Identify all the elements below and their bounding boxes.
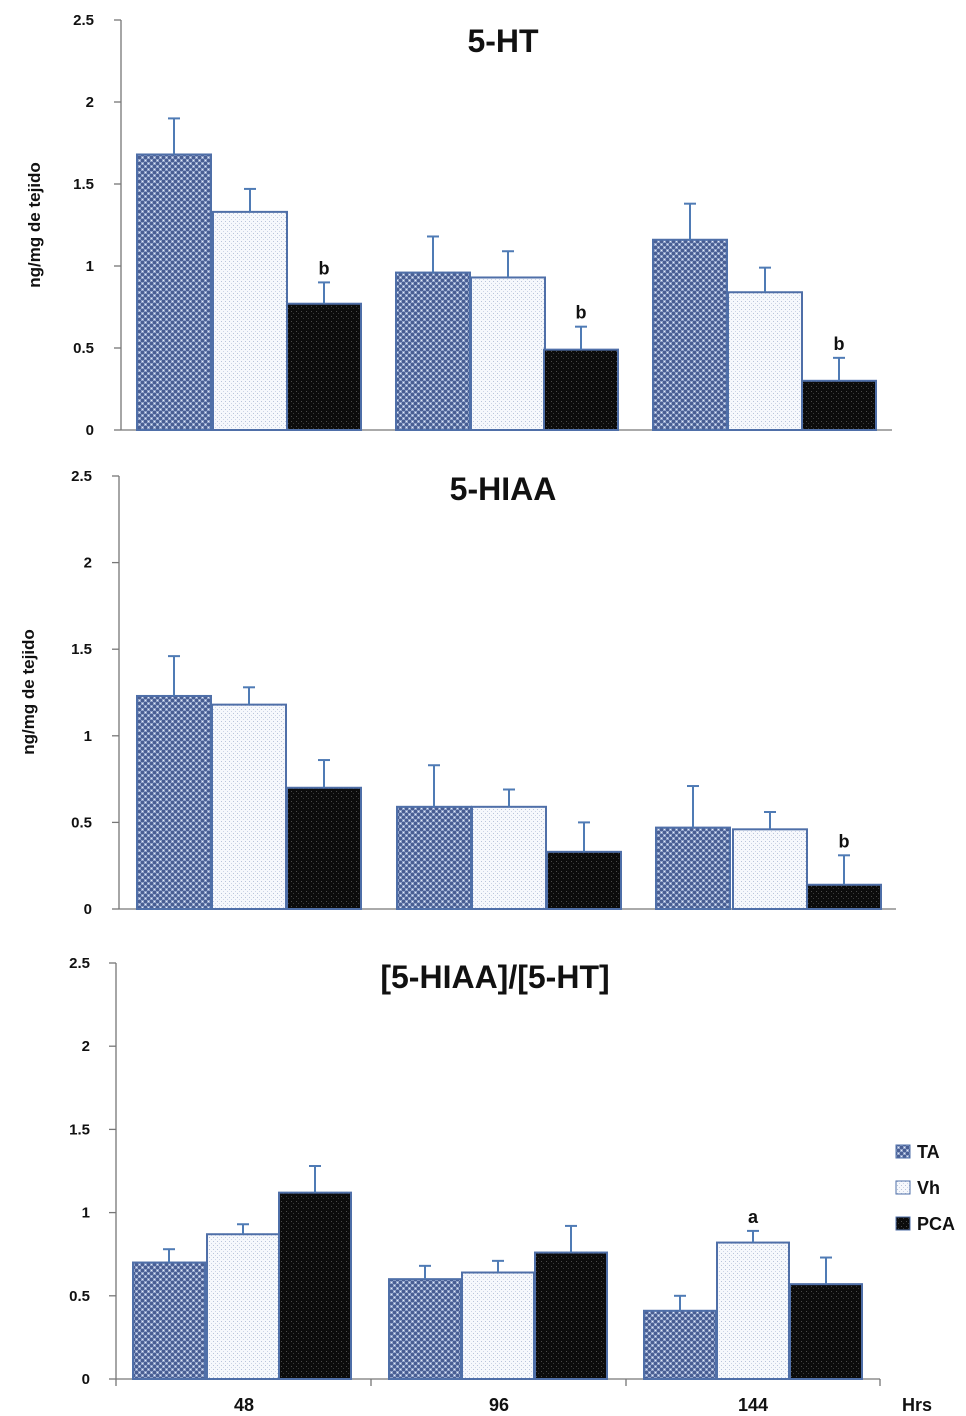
bar-ta (136, 153, 212, 431)
y-tick-label: 0.5 (69, 1288, 90, 1305)
bar-vh (727, 291, 803, 431)
bar-pca (543, 348, 619, 432)
y-tick-label: 0 (86, 422, 94, 439)
y-tick-label: 1.5 (71, 641, 92, 658)
significance-label: b (319, 258, 330, 278)
bar-ta (388, 1278, 462, 1381)
panel-title: 5-HT (467, 23, 539, 59)
legend-swatch-pca (895, 1216, 911, 1231)
x-tick-label: 144 (738, 1395, 768, 1415)
y-tick-label: 1 (84, 728, 92, 745)
bars: b b b (136, 117, 877, 432)
bar-pca (801, 379, 877, 431)
bar-ta (132, 1261, 206, 1381)
bar-pca (789, 1283, 863, 1380)
panel-title: 5-HIAA (450, 471, 557, 507)
bars: b (136, 655, 882, 911)
legend: TA Vh PCA (895, 1142, 955, 1234)
legend-label-vh: Vh (917, 1178, 940, 1198)
legend-swatch-ta (895, 1144, 911, 1159)
bar-vh (732, 828, 808, 910)
bar-pca (546, 850, 622, 910)
y-axis-label: ng/mg de tejido (25, 162, 44, 288)
panel-title: [5-HIAA]/[5-HT] (380, 959, 609, 995)
bar-ta (136, 694, 212, 910)
bar-ta (396, 805, 472, 911)
bar-pca (278, 1191, 352, 1380)
bar-vh (206, 1233, 280, 1381)
y-tick-label: 1 (86, 258, 94, 275)
bar-ta (652, 238, 728, 431)
y-tick-label: 2.5 (69, 955, 90, 972)
legend-item-ta: TA (895, 1142, 940, 1162)
y-tick-label: 2.5 (71, 468, 92, 485)
y-tick-label: 2 (82, 1038, 90, 1055)
bars: a (132, 1165, 863, 1381)
bar-vh (716, 1241, 790, 1380)
significance-label: b (576, 303, 587, 323)
y-tick-label: 2.5 (73, 12, 94, 29)
x-tick-label: 96 (489, 1395, 509, 1415)
bar-vh (470, 276, 546, 432)
y-tick-label: 1.5 (73, 176, 94, 193)
x-axis-unit-label: Hrs (902, 1395, 932, 1415)
bar-ta (655, 826, 731, 911)
y-tick-label: 1 (82, 1205, 90, 1222)
bar-pca (286, 786, 362, 911)
y-tick-label: 2 (84, 555, 92, 572)
significance-label: b (839, 831, 850, 851)
bar-ta (395, 271, 471, 431)
legend-item-pca: PCA (895, 1214, 955, 1234)
legend-item-vh: Vh (895, 1178, 940, 1198)
significance-label: a (748, 1207, 759, 1227)
y-tick-label: 1.5 (69, 1121, 90, 1138)
x-tick-label: 48 (234, 1395, 254, 1415)
bar-vh (211, 703, 287, 911)
y-axis-label: ng/mg de tejido (19, 629, 38, 755)
legend-swatch-vh (895, 1180, 911, 1195)
bar-pca (806, 883, 882, 911)
y-tick-label: 0 (82, 1371, 90, 1388)
bar-pca (286, 302, 362, 431)
legend-label-ta: TA (917, 1142, 940, 1162)
panel-ratio: [5-HIAA]/[5-HT] 0 0.5 1 1.5 2 2.5 48 96 144 a Hr… (69, 955, 932, 1415)
y-tick-label: 0 (84, 901, 92, 918)
y-tick-label: 0.5 (71, 814, 92, 831)
y-tick-label: 2 (86, 94, 94, 111)
bar-vh (212, 210, 288, 431)
significance-label: b (834, 334, 845, 354)
panel-5-hiaa: 5-HIAA ng/mg de tejido 0 0.5 1 1.5 2 2.5 b (19, 468, 896, 918)
y-tick-label: 0.5 (73, 340, 94, 357)
bar-vh (461, 1271, 535, 1381)
panel-5-ht: 5-HT ng/mg de tejido 0 0.5 1 1.5 2 2.5 b b b (25, 12, 892, 439)
bar-ta (643, 1309, 717, 1380)
bar-vh (471, 805, 547, 911)
bar-pca (534, 1251, 608, 1381)
legend-label-pca: PCA (917, 1214, 955, 1234)
